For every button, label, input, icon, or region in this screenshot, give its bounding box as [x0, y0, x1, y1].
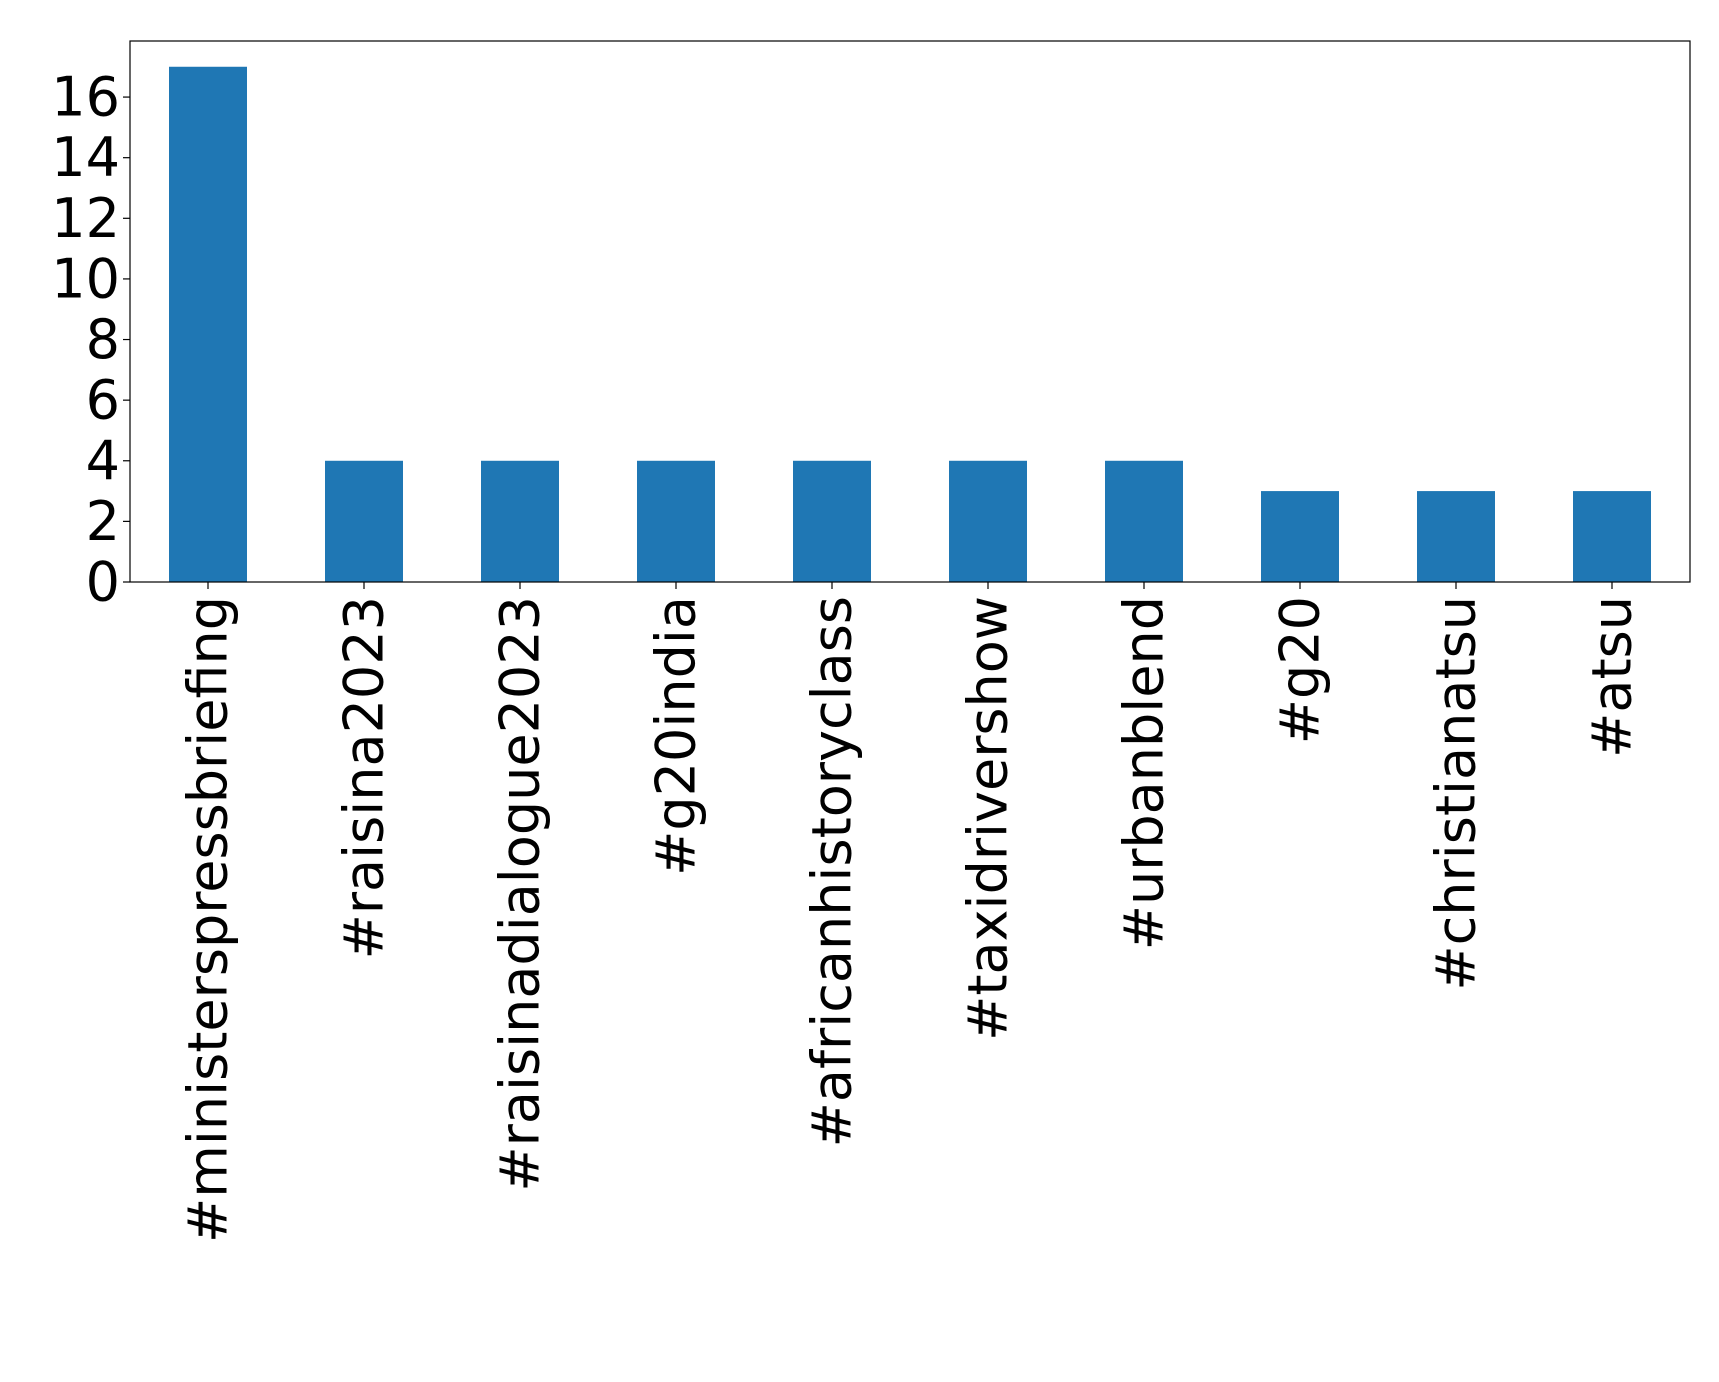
y-tick-label-4: 8	[86, 308, 120, 371]
bars-layer	[169, 66, 1651, 582]
bar-7	[1261, 491, 1339, 582]
x-tick-label-0: #ministerspressbriefing	[177, 596, 240, 1243]
x-tick-label-4: #africanhistoryclass	[801, 596, 864, 1147]
y-tick-label-8: 16	[51, 66, 120, 129]
x-tick-label-8: #christianatsu	[1425, 596, 1488, 991]
y-tick-label-2: 4	[86, 429, 120, 492]
bar-9	[1573, 491, 1651, 582]
y-tick-label-0: 0	[86, 551, 120, 614]
y-tick-label-6: 12	[51, 187, 120, 250]
plot-frame	[129, 40, 1691, 583]
bar-6	[1105, 460, 1183, 582]
y-tick-label-5: 10	[51, 247, 120, 310]
y-tick-label-3: 6	[86, 369, 120, 432]
x-tick-label-9: #atsu	[1581, 596, 1644, 758]
x-tick-label-1: #raisina2023	[333, 596, 396, 959]
bar-0	[169, 66, 247, 582]
bar-8	[1417, 491, 1495, 582]
x-ticks-layer: #ministerspressbriefing #raisina2023 #rais…	[177, 582, 1644, 1243]
x-tick-label-7: #g20	[1269, 596, 1332, 744]
axes-layer	[129, 40, 1691, 583]
bar-4	[793, 460, 871, 582]
bar-5	[949, 460, 1027, 582]
x-tick-label-6: #urbanblend	[1113, 596, 1176, 950]
x-tick-label-3: #g20india	[645, 596, 708, 876]
y-tick-label-1: 2	[86, 490, 120, 553]
x-tick-label-5: #taxidrivershow	[957, 596, 1020, 1041]
bar-2	[481, 460, 559, 582]
y-tick-label-7: 14	[51, 126, 120, 189]
bar-3	[637, 460, 715, 582]
x-tick-label-2: #raisinadialogue2023	[489, 596, 552, 1192]
bar-1	[325, 460, 403, 582]
